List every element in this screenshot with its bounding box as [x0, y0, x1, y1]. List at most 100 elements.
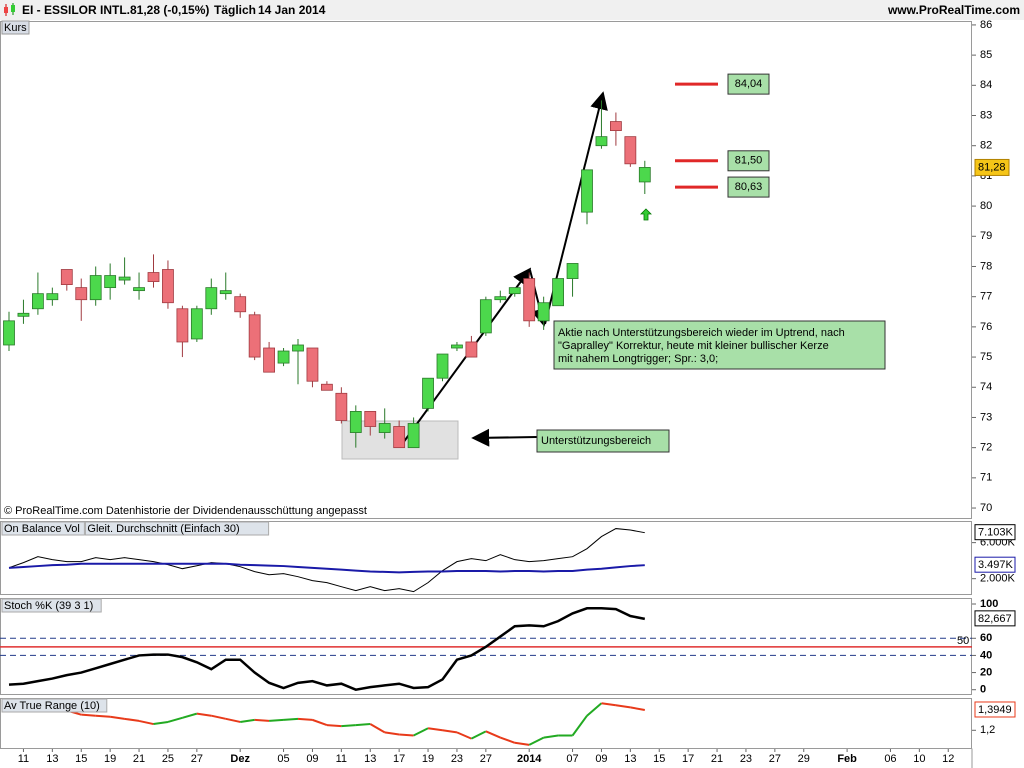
- candle-body: [176, 308, 189, 343]
- candle-body: [494, 296, 507, 301]
- x-tick-label: 05: [277, 753, 289, 765]
- candle-body: [523, 278, 536, 322]
- candle-body: [118, 276, 131, 281]
- legend-box: [1, 598, 102, 613]
- candle-body: [479, 299, 492, 334]
- x-tick-label: 27: [769, 753, 781, 765]
- candle-body: [277, 350, 290, 364]
- candle-body: [190, 308, 203, 340]
- indicator-segment: [514, 741, 530, 746]
- x-tick-label: 23: [451, 753, 463, 765]
- x-tick-label: 29: [798, 753, 810, 765]
- candle-body: [451, 344, 463, 349]
- x-tick-label: 19: [104, 753, 116, 765]
- candle-body: [407, 423, 420, 449]
- candle-body: [248, 314, 261, 358]
- candle-body: [436, 353, 449, 379]
- last-value-box: [974, 556, 1016, 573]
- annotation-box: [553, 320, 886, 370]
- candle-body: [537, 302, 550, 322]
- annotation-text: Aktie nach Unterstützungsbereich wieder …: [558, 327, 845, 339]
- y-tick-label: 1,2: [980, 724, 995, 736]
- price-panel-label: Kurs: [4, 22, 27, 34]
- site-link[interactable]: www.ProRealTime.com: [887, 3, 1020, 17]
- indicator-segment: [615, 704, 631, 709]
- indicator-segment: [427, 727, 443, 732]
- indicator-segment: [326, 724, 342, 728]
- annotation-text: Unterstützungsbereich: [541, 435, 651, 447]
- candle-body: [234, 296, 247, 313]
- y-tick-label: 75: [980, 351, 992, 363]
- price-panel: [0, 21, 972, 519]
- y-tick-label: 2.000K: [980, 573, 1016, 585]
- candle-body: [75, 287, 88, 301]
- level-label: 81,50: [735, 155, 763, 167]
- y-tick-label: 80: [980, 200, 992, 212]
- y-tick-label: 72: [980, 442, 992, 454]
- legend-label: Av True Range (10): [4, 700, 100, 712]
- level-label-box: [727, 150, 770, 172]
- candle-body: [17, 312, 30, 317]
- annotation: Unterstützungsbereich: [536, 429, 670, 453]
- x-tick-label: Dez: [230, 753, 250, 765]
- x-tick-label: 09: [595, 753, 607, 765]
- indicator-segment: [254, 718, 270, 722]
- y-tick-label: 83: [980, 109, 992, 121]
- indicator-segment: [384, 731, 400, 736]
- y-tick-label: 20: [980, 666, 992, 678]
- x-tick-label: 27: [480, 753, 492, 765]
- level-label-box: [727, 73, 770, 95]
- level-label: 80,63: [735, 181, 763, 193]
- y-tick-label: 85: [980, 49, 992, 61]
- candle-body: [610, 121, 622, 132]
- indicator-segment: [196, 712, 212, 717]
- pointer-arrow: [471, 428, 538, 447]
- legend-label: On Balance Vol: [4, 523, 80, 535]
- x-tick-label: 11: [18, 753, 29, 765]
- indicator-segment: [153, 720, 169, 726]
- candle-body: [320, 383, 333, 391]
- legend-box: [1, 521, 85, 536]
- last-price: 81,28: [978, 161, 1006, 173]
- x-tick-label: 07: [566, 753, 578, 765]
- long-signal: [640, 208, 652, 221]
- x-tick-label: 09: [306, 753, 318, 765]
- y-tick-label: 76: [980, 321, 992, 333]
- candle-body: [393, 426, 406, 449]
- indicator-segment: [601, 702, 617, 707]
- indicator-line: [8, 562, 645, 574]
- x-tick-label: 15: [653, 753, 665, 765]
- legend-box: [1, 698, 108, 713]
- y-tick-label: 0: [980, 684, 986, 696]
- candle-body: [133, 287, 145, 292]
- candle-body: [624, 136, 637, 165]
- indicator-segment: [312, 718, 328, 727]
- indicator-segment: [297, 717, 313, 721]
- date: 14 Jan 2014: [258, 3, 326, 17]
- candle-body: [32, 293, 44, 310]
- y-tick-label: 86: [980, 19, 992, 31]
- legend-label: Gleit. Durchschnitt (Einfach 30): [87, 523, 239, 535]
- header-bar: [0, 0, 1024, 20]
- annotation: Aktie nach Unterstützungsbereich wieder …: [553, 320, 886, 370]
- candle-body: [422, 377, 434, 409]
- y-tick-label: 70: [980, 502, 992, 514]
- app-icon: [4, 3, 15, 16]
- x-tick-label: 19: [422, 753, 434, 765]
- candle-body: [162, 269, 174, 304]
- x-tick-label: 12: [942, 753, 954, 765]
- indicator-line: [8, 607, 646, 692]
- candle-body: [378, 423, 391, 433]
- indicator-segment: [485, 730, 501, 739]
- candle-body: [508, 287, 521, 295]
- indicator-segment: [225, 717, 241, 723]
- candle-body: [335, 392, 348, 421]
- x-tick-label: 27: [191, 753, 203, 765]
- interval: Täglich: [214, 3, 256, 17]
- y-tick-label: 84: [980, 79, 992, 91]
- x-tick-label: 15: [75, 753, 87, 765]
- candle-body: [60, 269, 73, 285]
- y-tick-label: 77: [980, 291, 992, 303]
- x-tick-label: 2014: [517, 753, 542, 765]
